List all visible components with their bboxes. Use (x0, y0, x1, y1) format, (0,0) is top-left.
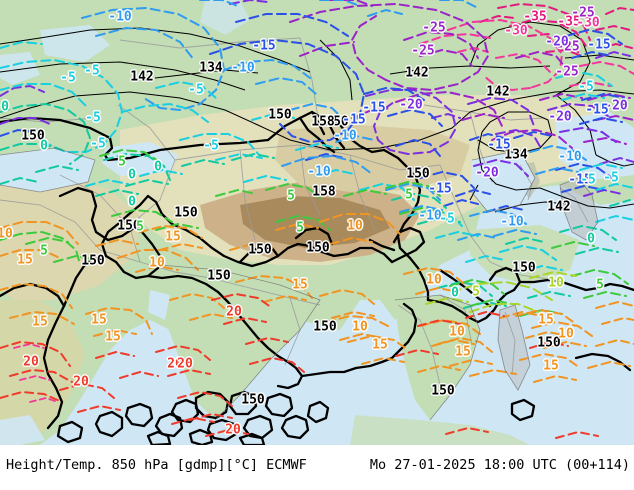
isotherm-extra-pink (13, 343, 59, 403)
forecast-map-canvas[interactable]: 142 134 142 142 134 142 150 150 150 150 150 150 150 1… (0, 0, 634, 445)
isotherm-minus10 (81, 0, 587, 241)
isotherm-10 (0, 213, 634, 377)
coastlines (0, 147, 599, 421)
footer-valid-time: Mo 27-01-2025 18:00 UTC (00+114) (369, 457, 630, 473)
map-graphics (0, 0, 634, 445)
isotherm-minus15 (0, 13, 625, 213)
isotherm-20 (0, 292, 599, 439)
footer-field-label: Height/Temp. 850 hPa [gdmp][°C] ECMWF (6, 457, 307, 473)
isotherm-minus30 (419, 18, 634, 92)
landmass-fill (0, 0, 634, 445)
isotherm-15 (0, 224, 634, 383)
country-borders (0, 37, 589, 386)
height-contours-150 (0, 110, 634, 445)
map-footer: Height/Temp. 850 hPa [gdmp][°C] ECMWF Mo… (0, 445, 634, 490)
isotherm-minus20 (0, 0, 634, 197)
